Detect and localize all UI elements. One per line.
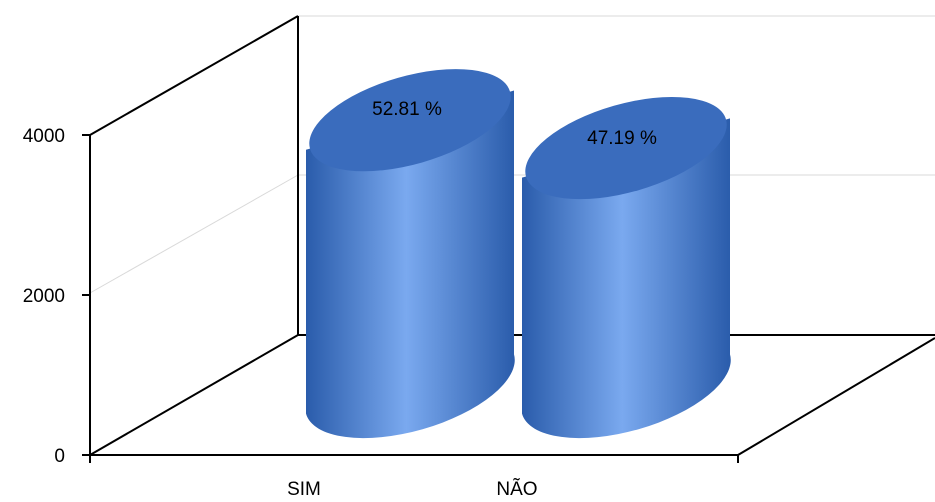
x-tick-label-nao: NÃO <box>496 478 537 497</box>
y-tick-label-2000: 2000 <box>23 286 65 307</box>
data-label-nao: 47.19 % <box>587 128 657 149</box>
y-tick-label-0: 0 <box>54 446 65 467</box>
bar-top-não <box>525 96 727 200</box>
x-tick-label-sim: SIM <box>287 479 321 497</box>
bar-não <box>522 96 731 439</box>
y-tick-label-4000: 4000 <box>23 126 65 147</box>
data-label-sim: 52.81 % <box>372 99 442 120</box>
grid-line-2000-side <box>89 174 299 294</box>
bar-body-sim <box>306 90 515 439</box>
bar-sim <box>306 69 515 439</box>
bar-top-sim <box>309 69 511 172</box>
y-ticks <box>82 134 90 456</box>
bars-group <box>306 69 731 439</box>
x-ticks <box>89 455 739 463</box>
